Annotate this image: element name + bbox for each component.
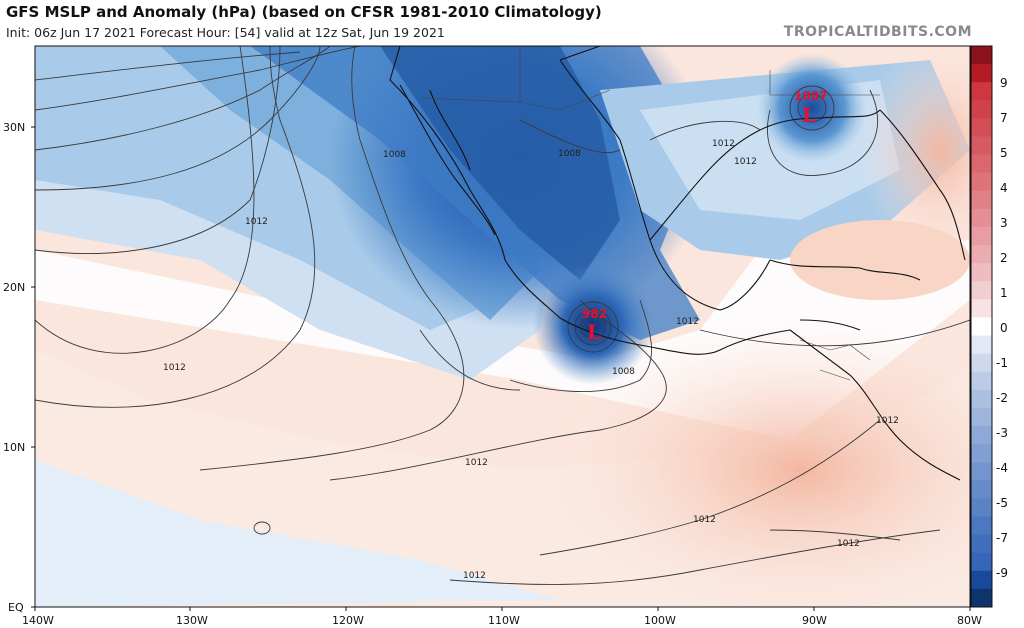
colorbar-swatch <box>971 64 992 83</box>
colorbar-label: 9 <box>1000 76 1008 90</box>
low-gulf: 1007 L <box>794 89 827 127</box>
colorbar-swatch <box>971 281 992 300</box>
colorbar-swatch <box>971 245 992 264</box>
colorbar-label: -1 <box>996 356 1008 370</box>
colorbar-swatch <box>971 46 992 65</box>
latitude-labels: 30N 20N 10N EQ <box>3 121 25 614</box>
colorbar-swatch <box>971 335 992 355</box>
colorbar-label: 4 <box>1000 181 1008 195</box>
low-pressure-symbol: L <box>587 320 601 344</box>
colorbar-swatch <box>971 407 992 427</box>
colorbar-swatch <box>971 353 992 373</box>
colorbar-label: 2 <box>1000 251 1008 265</box>
low-pressure-symbol: L <box>802 103 816 127</box>
lon-label: 90W <box>802 614 827 627</box>
colorbar-swatch <box>971 154 992 174</box>
colorbar-swatch <box>971 588 992 608</box>
lon-label: 80W <box>957 614 982 627</box>
colorbar-swatch <box>971 190 992 210</box>
isobar-label: 1012 <box>734 157 757 167</box>
isobar-label: 1012 <box>245 217 268 227</box>
colorbar-swatch <box>971 552 992 572</box>
isobar-labels: 1008 1008 1012 1012 1012 1012 1008 1012 … <box>163 139 899 581</box>
isobar-label: 1008 <box>558 149 581 159</box>
colorbar-label: -2 <box>996 391 1008 405</box>
anomaly-field <box>35 46 970 607</box>
colorbar-swatch <box>971 226 992 246</box>
colorbar-swatch <box>971 100 992 119</box>
colorbar-label: 3 <box>1000 216 1008 230</box>
colorbar-swatch <box>971 118 992 137</box>
lon-label: 120W <box>332 614 364 627</box>
colorbar-label: 0 <box>1000 321 1008 335</box>
colorbar-label: -4 <box>996 461 1008 475</box>
colorbar-swatch <box>971 570 992 590</box>
isobar-label: 1012 <box>465 458 488 468</box>
colorbar-swatch <box>971 172 992 192</box>
colorbar-swatch <box>971 534 992 554</box>
colorbar-label: 1 <box>1000 286 1008 300</box>
colorbar-swatch <box>971 299 992 318</box>
isobar-label: 1008 <box>383 150 406 160</box>
lon-label: 140W <box>22 614 54 627</box>
borders <box>419 46 880 381</box>
colorbar-label: 7 <box>1000 111 1008 125</box>
isobar-label: 1012 <box>676 317 699 327</box>
site-credit: TROPICALTIDBITS.COM <box>783 24 972 40</box>
isobar-label: 1008 <box>612 367 635 377</box>
low-pacific: 982 L <box>582 307 607 344</box>
lon-label: 130W <box>176 614 208 627</box>
coastlines <box>389 46 966 481</box>
colorbar-swatch <box>971 389 992 409</box>
colorbar-swatch <box>971 480 992 499</box>
lat-label: 10N <box>3 441 25 454</box>
colorbar-frame <box>970 45 993 608</box>
colorbar-swatch <box>971 426 992 445</box>
lat-label: EQ <box>8 601 24 614</box>
colorbar-swatch <box>971 317 992 337</box>
lat-label: 30N <box>3 121 25 134</box>
colorbar-label: -3 <box>996 426 1008 440</box>
isobar-label: 1012 <box>463 571 486 581</box>
colorbar-swatch <box>971 444 992 463</box>
axis-ticks <box>31 126 971 611</box>
longitude-labels: 140W 130W 120W 110W 100W 90W 80W <box>22 614 982 627</box>
colorbar-label: 5 <box>1000 146 1008 160</box>
colorbar-swatch <box>971 516 992 536</box>
lat-label: 20N <box>3 281 25 294</box>
lon-label: 100W <box>644 614 676 627</box>
low-pressure-value: 1007 <box>794 89 827 103</box>
low-pressure-value: 982 <box>582 307 607 321</box>
isobar-label: 1012 <box>876 416 899 426</box>
colorbar-swatch <box>971 263 992 282</box>
colorbar-label: -9 <box>996 566 1008 580</box>
colorbar-swatch <box>971 462 992 481</box>
isobar-label: 1012 <box>837 539 860 549</box>
colorbar-swatch <box>971 208 992 228</box>
colorbar: 9 7 5 4 3 2 1 0 -1 -2 -3 -4 -5 -7 -9 <box>970 45 1008 608</box>
colorbar-label: -5 <box>996 496 1008 510</box>
colorbar-swatch <box>971 136 992 156</box>
lon-label: 110W <box>488 614 520 627</box>
colorbar-label: -7 <box>996 531 1008 545</box>
colorbar-swatch <box>971 371 992 391</box>
isobar-label: 1012 <box>693 515 716 525</box>
map-subtitle: Init: 06z Jun 17 2021 Forecast Hour: [54… <box>6 25 445 40</box>
isobar-label: 1012 <box>163 363 186 373</box>
isobar-label: 1012 <box>712 139 735 149</box>
colorbar-swatch <box>971 498 992 518</box>
colorbar-swatch <box>971 82 992 101</box>
isobar-lines <box>35 46 970 585</box>
map-title: GFS MSLP and Anomaly (hPa) (based on CFS… <box>6 3 602 21</box>
